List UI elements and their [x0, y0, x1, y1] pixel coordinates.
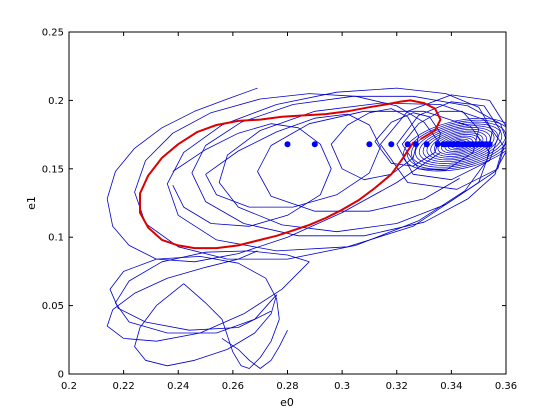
trajectory-line-10: [109, 255, 280, 331]
trajectory-line-8: [134, 283, 277, 367]
trajectory-line-14: [330, 108, 420, 181]
trajectory-line-3: [191, 95, 506, 237]
x-tick-label-5: 0.3: [334, 381, 350, 392]
x-axis-label: e0: [280, 396, 294, 409]
y-tick-label-1: 0.05: [42, 301, 64, 312]
y-tick-label-5: 0.25: [42, 28, 64, 39]
trajectory-line-13: [205, 113, 381, 208]
x-tick-label-7: 0.34: [440, 381, 462, 392]
data-point-2: [366, 141, 373, 148]
x-tick-label-0: 0.2: [61, 381, 77, 392]
highlight-series: [139, 99, 442, 250]
data-point-5: [412, 141, 419, 148]
y-tick-label-0: 0: [58, 370, 64, 381]
trajectory-line-11: [221, 330, 288, 369]
trajectory-line-18: [380, 94, 506, 190]
highlight-curve-1: [409, 99, 442, 140]
y-tick-label-4: 0.2: [48, 96, 64, 107]
x-tick-label-2: 0.24: [167, 381, 189, 392]
y-axis-label: e1: [25, 196, 38, 210]
y-tick-label-3: 0.15: [42, 164, 64, 175]
trajectory-line-9: [183, 283, 280, 369]
x-tick-label-3: 0.26: [222, 381, 244, 392]
trajectory-line-4: [218, 102, 504, 233]
data-point-7: [434, 141, 441, 148]
data-point-25: [486, 141, 493, 148]
x-tick-label-1: 0.22: [112, 381, 134, 392]
data-points: [284, 141, 493, 148]
data-point-0: [284, 141, 291, 148]
data-point-1: [311, 141, 318, 148]
trajectory-line-17: [396, 101, 501, 181]
trajectory-lines: [106, 87, 506, 369]
trajectory-line-2: [166, 87, 493, 252]
x-tick-label-6: 0.32: [386, 381, 408, 392]
plot-frame: [68, 31, 507, 375]
trajectory-line-6: [106, 250, 310, 342]
trajectory-line-16: [401, 110, 480, 171]
trajectory-line-0: [106, 87, 441, 263]
trajectory-line-12: [172, 123, 332, 227]
data-point-6: [423, 141, 430, 148]
trajectory-line-1: [134, 93, 488, 260]
axis-ticks: 0.2 0.22 0.24 0.26 0.28 0.3 0.32 0.34 0.36 0 0.05 0…: [42, 28, 517, 393]
y-tick-label-2: 0.1: [48, 233, 64, 244]
trajectory-line-7: [115, 250, 310, 334]
x-tick-label-4: 0.28: [276, 381, 298, 392]
data-point-4: [404, 141, 411, 148]
highlight-curve-0: [139, 99, 415, 250]
data-point-3: [388, 141, 395, 148]
x-tick-label-8: 0.36: [495, 381, 517, 392]
